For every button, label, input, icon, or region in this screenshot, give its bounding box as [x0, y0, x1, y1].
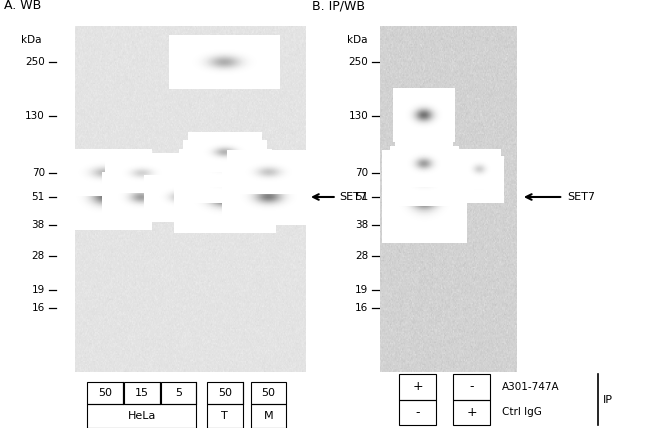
Text: SET7: SET7 [567, 192, 595, 202]
Text: T: T [222, 411, 228, 421]
Bar [207, 381, 242, 404]
Text: 16: 16 [355, 302, 368, 313]
Text: 38: 38 [355, 219, 368, 230]
Text: 51: 51 [355, 192, 368, 202]
Bar [207, 404, 242, 428]
Text: B. IP/WB: B. IP/WB [312, 0, 365, 12]
Text: 16: 16 [32, 302, 45, 313]
Bar [453, 374, 490, 400]
Text: Ctrl IgG: Ctrl IgG [502, 407, 542, 417]
Text: 250: 250 [25, 57, 45, 67]
Text: 5: 5 [175, 388, 182, 398]
Text: -: - [469, 381, 474, 394]
Text: 19: 19 [355, 285, 368, 295]
Bar [251, 404, 287, 428]
Text: -: - [415, 406, 420, 419]
Text: 38: 38 [32, 219, 45, 230]
Text: 50: 50 [261, 388, 276, 398]
Bar [453, 400, 490, 425]
Text: kDa: kDa [347, 35, 367, 44]
Text: 15: 15 [135, 388, 149, 398]
Bar [87, 381, 123, 404]
Text: 50: 50 [98, 388, 112, 398]
Text: kDa: kDa [21, 35, 41, 44]
Text: 250: 250 [348, 57, 368, 67]
Text: 70: 70 [355, 168, 368, 178]
Bar [124, 381, 159, 404]
Text: +: + [412, 381, 423, 394]
Text: HeLa: HeLa [127, 411, 156, 421]
Text: 70: 70 [32, 168, 45, 178]
Text: 19: 19 [32, 285, 45, 295]
Text: A301-747A: A301-747A [502, 382, 560, 392]
Text: 28: 28 [32, 251, 45, 261]
Text: 50: 50 [218, 388, 232, 398]
Text: 130: 130 [25, 111, 45, 121]
Text: +: + [466, 406, 477, 419]
Text: 51: 51 [32, 192, 45, 202]
Text: M: M [264, 411, 274, 421]
Bar [251, 381, 287, 404]
Bar [399, 400, 436, 425]
Text: SET7: SET7 [339, 192, 367, 202]
Text: A. WB: A. WB [4, 0, 41, 12]
Bar [399, 374, 436, 400]
Bar [87, 404, 196, 428]
Text: 28: 28 [355, 251, 368, 261]
Text: IP: IP [603, 394, 612, 405]
Bar [161, 381, 196, 404]
Text: 130: 130 [348, 111, 368, 121]
